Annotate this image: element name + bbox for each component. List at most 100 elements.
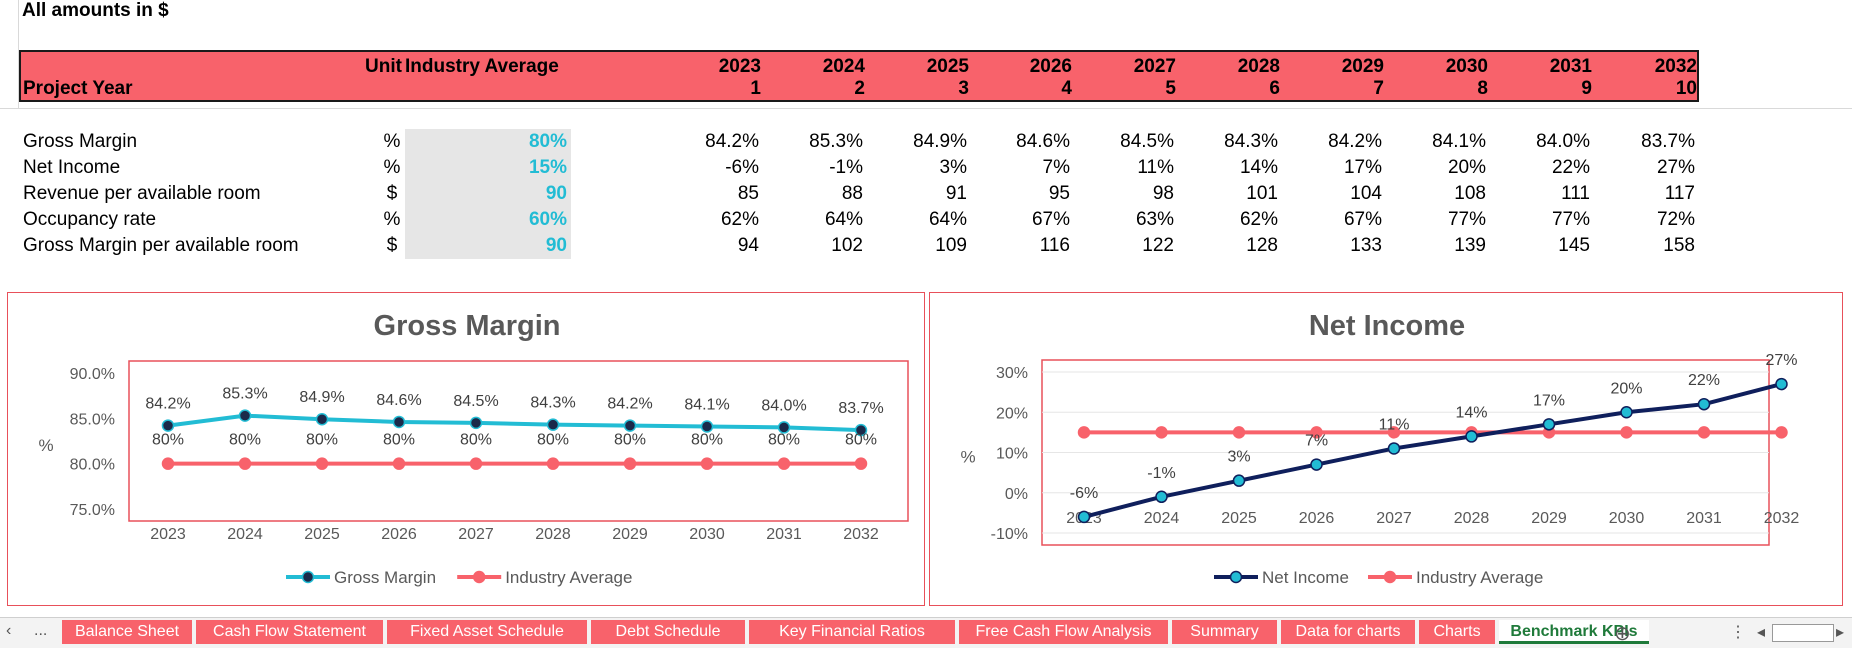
kpi-value: 91 [945,183,967,204]
year-header: 2031 [1549,56,1592,77]
sheet-tab[interactable]: Benchmark KPIs [1499,620,1649,644]
data-point [1775,426,1788,439]
y-tick-label: 85.0% [70,411,115,428]
data-label: -1% [1147,465,1175,482]
gross-margin-chart[interactable]: Gross Margin 90.0% 85.0% 80.0% 75.0%% 2023 202… [7,292,925,606]
sheet-tab[interactable]: Balance Sheet [62,620,192,644]
kpi-value: 158 [1663,235,1695,256]
data-point [1155,490,1168,504]
kpi-value: 67% [1031,209,1070,230]
year-header: 2027 [1133,56,1176,77]
kpi-unit: % [383,131,401,152]
series-line [167,413,862,433]
data-point [1155,426,1168,439]
kpi-industry-average: 80% [528,131,567,152]
kpi-value: 101 [1246,183,1278,204]
kpi-value: 84.6% [1016,131,1070,152]
x-tick-label: 2028 [1454,510,1490,527]
sheet-tab[interactable]: Key Financial Ratios [749,620,955,644]
data-label: 84.5% [453,393,498,410]
data-label: 80% [845,432,877,449]
data-point [700,457,714,470]
x-tick-label: 2029 [1531,510,1567,527]
sheet-tab[interactable]: Charts [1419,620,1495,644]
x-tick-label: 2025 [304,526,340,543]
x-tick-label: 2031 [766,526,802,543]
data-point [392,415,406,429]
table-row: Revenue per available room $90 85 88 91 95 98 1… [0,181,1852,207]
y-axis-label: % [960,448,975,467]
kpi-value: 83.7% [1641,131,1695,152]
data-point [1542,418,1556,431]
kpi-industry-average: 15% [528,157,567,178]
data-point [1310,426,1323,439]
sheet-tab[interactable]: Fixed Asset Schedule [387,620,587,644]
kpi-value: 64% [824,209,863,230]
kpi-value: 95 [1048,183,1070,204]
options-icon[interactable]: ⋮ [1730,624,1746,641]
kpi-value: 77% [1551,209,1590,230]
data-label: -6% [1070,485,1098,502]
data-label: 22% [1688,372,1720,389]
kpi-value: 27% [1656,157,1695,178]
data-label: 11% [1379,416,1410,433]
project-year-number: 2 [854,78,865,99]
sheet-tab[interactable]: Summary [1172,620,1277,644]
kpi-value: 64% [928,209,967,230]
data-point [777,421,791,434]
sheet-tab[interactable]: Data for charts [1281,620,1415,644]
data-label: 80% [229,432,261,449]
scroll-next-icon[interactable]: ▸ [1836,624,1845,641]
data-point [1697,426,1711,439]
x-tick-label: 2029 [612,526,648,543]
scroll-prev-icon[interactable]: ◂ [1757,624,1766,641]
data-label: 3% [1227,449,1250,466]
scroll-left-icon[interactable]: ‹ [6,622,12,639]
kpi-value: 85 [737,183,759,204]
year-header: 2025 [926,56,969,77]
header-separator [0,108,1852,109]
kpi-value: 84.9% [913,131,967,152]
legend-marker [301,570,315,584]
add-sheet-icon[interactable]: ⊕ [1614,623,1631,645]
data-point [1775,377,1788,391]
data-label: 84.0% [761,397,806,414]
data-label: 20% [1610,380,1642,397]
horizontal-scrollbar[interactable] [1772,624,1834,642]
data-point [546,418,560,431]
data-point [315,457,329,470]
kpi-value: 7% [1042,157,1070,178]
data-label: 80% [691,432,723,449]
kpi-unit: $ [386,183,398,204]
project-year-number: 5 [1165,78,1176,99]
data-point [1077,426,1091,439]
sheet-tab[interactable]: Debt Schedule [591,620,745,644]
kpi-value: -1% [829,157,863,178]
kpi-value: 133 [1350,235,1382,256]
kpi-value: 111 [1561,183,1590,204]
kpi-value: 11% [1137,157,1174,178]
kpi-label: Gross Margin per available room [23,235,299,256]
kpi-value: 3% [939,157,967,178]
average-cell [405,155,571,181]
project-year-label: Project Year [23,78,133,99]
kpi-value: 17% [1343,157,1382,178]
sheet-tab[interactable]: Free Cash Flow Analysis [959,620,1168,644]
data-point [161,419,175,432]
x-tick-label: 2026 [1299,510,1335,527]
kpi-value: -6% [725,157,759,178]
data-label: 84.1% [684,396,729,413]
kpi-value: 84.2% [1328,131,1382,152]
x-tick-label: 2031 [1686,510,1722,527]
sheet-tab[interactable]: Cash Flow Statement [196,620,383,644]
x-tick-label: 2023 [150,526,186,543]
data-label: 17% [1533,392,1565,409]
data-point [1077,510,1091,524]
more-sheets-button[interactable]: ... [34,622,48,639]
kpi-label: Net Income [23,157,121,178]
net-income-chart-svg: Net Income30%20%10%0%-10%%20232024202520… [960,310,1799,587]
data-label: 84.6% [376,392,421,409]
legend-label: Industry Average [505,568,632,587]
net-income-chart[interactable]: Net Income30%20%10%0%-10%%20232024202520… [929,292,1843,606]
kpi-industry-average: 90 [545,235,567,256]
